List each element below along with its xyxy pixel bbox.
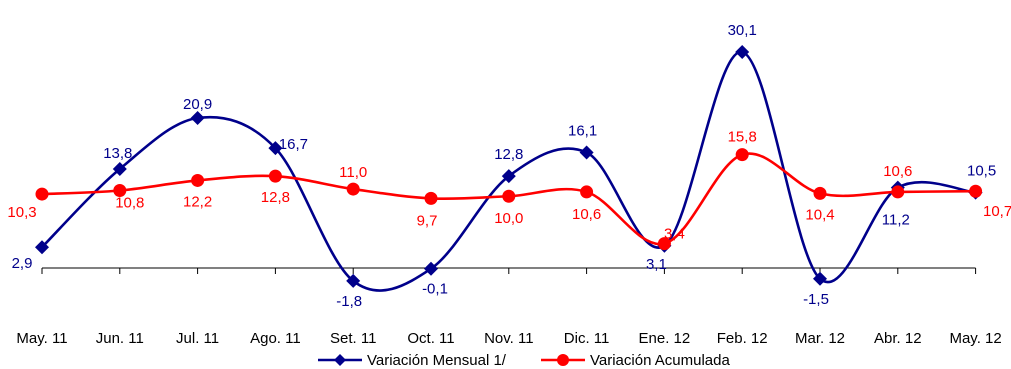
x-axis bbox=[41, 267, 977, 274]
data-label: -1,8 bbox=[336, 293, 362, 310]
data-label: 12,8 bbox=[261, 189, 290, 206]
category-label: Jun. 11 bbox=[96, 330, 144, 347]
data-label: 15,8 bbox=[728, 129, 757, 146]
data-label: 12,2 bbox=[183, 193, 212, 210]
data-label: 10,4 bbox=[805, 206, 834, 223]
category-label: Feb. 12 bbox=[717, 330, 768, 347]
legend-item-series-0: Variación Mensual 1/ bbox=[318, 352, 507, 369]
data-point-circle bbox=[891, 185, 905, 199]
data-label: 11,0 bbox=[339, 164, 367, 181]
data-label: 2,9 bbox=[12, 255, 33, 272]
data-label: 16,7 bbox=[279, 136, 308, 153]
data-label: -0,1 bbox=[422, 281, 448, 298]
data-label: 16,1 bbox=[568, 122, 597, 139]
data-labels: 2,9 13,8 20,9 16,7 -1,8 -0,1 12,8 16,1 3,1 30,1 -1… bbox=[7, 22, 1011, 310]
category-label: Abr. 12 bbox=[874, 330, 922, 347]
data-label: 10,3 bbox=[7, 204, 36, 221]
category-label: May. 12 bbox=[949, 330, 1001, 347]
data-point-diamond bbox=[735, 45, 750, 60]
data-point-circle bbox=[657, 237, 671, 251]
data-label: 30,1 bbox=[728, 22, 757, 39]
data-point-circle bbox=[969, 184, 983, 198]
data-point-diamond bbox=[579, 145, 594, 160]
data-label: 12,8 bbox=[494, 146, 523, 163]
data-point-diamond bbox=[813, 271, 827, 286]
data-label: 10,6 bbox=[572, 206, 601, 223]
data-label: 10,0 bbox=[494, 210, 523, 227]
legend-marker-circle bbox=[557, 354, 569, 366]
category-label: Mar. 12 bbox=[795, 330, 845, 347]
category-label: Nov. 11 bbox=[484, 330, 533, 347]
category-label: Set. 11 bbox=[330, 330, 376, 347]
data-label: 3,4 bbox=[664, 226, 685, 243]
data-label: 10,5 bbox=[967, 163, 996, 180]
legend-item-series-1: Variación Acumulada bbox=[541, 352, 730, 369]
data-label: 11,2 bbox=[882, 212, 910, 229]
category-label: Oct. 11 bbox=[407, 330, 454, 347]
data-point-diamond bbox=[190, 111, 205, 126]
data-point-diamond bbox=[346, 273, 361, 288]
data-point-diamond bbox=[35, 240, 49, 255]
data-label: 10,7 bbox=[983, 203, 1011, 220]
data-point-circle bbox=[502, 189, 516, 203]
legend: Variación Mensual 1/ Variación Acumulada bbox=[318, 352, 730, 369]
data-label: 20,9 bbox=[183, 96, 212, 113]
data-label: 10,8 bbox=[115, 194, 144, 211]
category-label: Dic. 11 bbox=[564, 330, 610, 347]
data-point-diamond bbox=[424, 261, 438, 276]
category-label: May. 11 bbox=[16, 330, 67, 347]
data-point-circle bbox=[735, 148, 749, 162]
data-point-circle bbox=[346, 182, 360, 196]
legend-label-series-1: Variación Acumulada bbox=[590, 352, 730, 369]
data-point-circle bbox=[424, 191, 438, 205]
data-point-circle bbox=[35, 187, 49, 201]
data-point-diamond bbox=[112, 161, 127, 176]
data-label: -1,5 bbox=[803, 291, 829, 308]
series-layer bbox=[35, 45, 983, 292]
category-label: Ago. 11 bbox=[250, 330, 301, 347]
data-point-circle bbox=[813, 186, 827, 200]
data-point-circle bbox=[191, 173, 205, 187]
category-label: Jul. 11 bbox=[176, 330, 219, 347]
data-point-circle bbox=[113, 183, 127, 197]
data-label: 13,8 bbox=[103, 145, 132, 162]
category-labels: May. 11 Jun. 11 Jul. 11 Ago. 11 Set. 11 Oct. … bbox=[16, 330, 1001, 347]
data-label: 9,7 bbox=[417, 212, 438, 229]
data-point-diamond bbox=[268, 141, 283, 156]
data-label: 3,1 bbox=[646, 256, 667, 273]
category-label: Ene. 12 bbox=[639, 330, 691, 347]
legend-marker-diamond bbox=[334, 354, 346, 366]
data-point-circle bbox=[268, 169, 282, 183]
data-point-diamond bbox=[501, 169, 516, 184]
data-point-circle bbox=[580, 185, 594, 199]
data-label: 10,6 bbox=[883, 163, 912, 180]
legend-label-series-0: Variación Mensual 1/ bbox=[367, 352, 507, 369]
